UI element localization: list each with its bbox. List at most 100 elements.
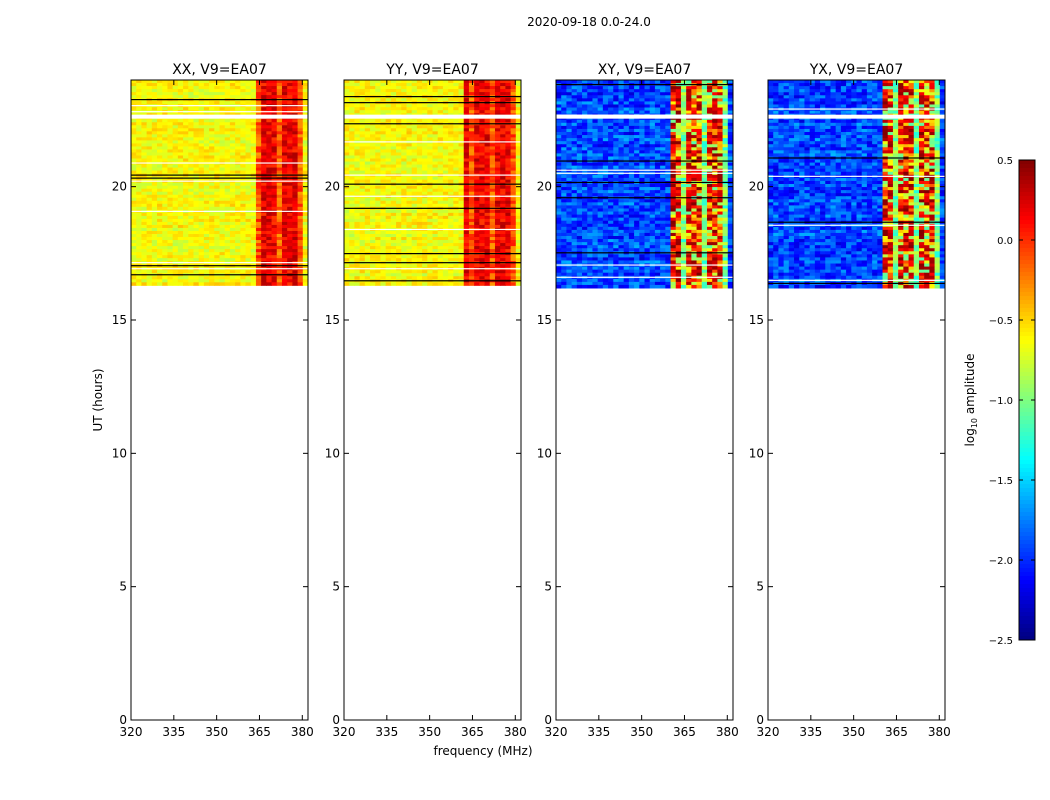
colorbar-segment [1019, 256, 1035, 261]
y-tick-label: 5 [119, 580, 127, 594]
colorbar-segment [1019, 564, 1035, 569]
colorbar-segment [1019, 172, 1035, 177]
y-tick-label: 5 [756, 580, 764, 594]
x-tick-label: 320 [333, 725, 356, 739]
panel-2: 320 335 350 365 380 0 5 10 15 20 XY, V9=EA07 [537, 62, 739, 739]
colorbar-segment [1019, 348, 1035, 353]
colorbar-segment [1019, 376, 1035, 381]
colorbar-segment [1019, 504, 1035, 509]
y-tick-label: 10 [537, 446, 552, 460]
colorbar-segment [1019, 556, 1035, 561]
panel-title: YY, V9=EA07 [385, 62, 478, 78]
y-tick-label: 10 [749, 446, 764, 460]
colorbar-segment [1019, 544, 1035, 549]
colorbar-tick-label: 0.0 [997, 236, 1013, 247]
colorbar-segment [1019, 340, 1035, 345]
colorbar: 0.5 0.0 −0.5 −1.0 −1.5 −2.0 −2.5 log10 amplitud… [963, 156, 1036, 647]
axes-frame [130, 79, 309, 721]
colorbar-segment [1019, 432, 1035, 437]
x-tick-label: 380 [291, 725, 314, 739]
colorbar-tick-label: −1.5 [989, 476, 1013, 487]
colorbar-segment [1019, 244, 1035, 249]
colorbar-segment [1019, 276, 1035, 281]
data-gap [131, 114, 308, 119]
colorbar-segment [1019, 548, 1035, 553]
colorbar-segment [1019, 628, 1035, 633]
colorbar-segment [1019, 424, 1035, 429]
colorbar-segment [1019, 420, 1035, 425]
y-tick-label: 20 [749, 180, 764, 194]
colorbar-segment [1019, 476, 1035, 481]
x-tick-label: 335 [587, 725, 610, 739]
x-tick-label: 350 [418, 725, 441, 739]
colorbar-segment [1019, 604, 1035, 609]
y-tick-label: 15 [112, 313, 127, 327]
x-tick-label: 380 [928, 725, 951, 739]
x-tick-label: 320 [120, 725, 143, 739]
colorbar-segment [1019, 612, 1035, 617]
colorbar-segment [1019, 528, 1035, 533]
data-gap [768, 114, 945, 119]
y-tick-label: 15 [325, 313, 340, 327]
colorbar-segment [1019, 188, 1035, 193]
colorbar-segment [1019, 248, 1035, 253]
x-tick-label: 365 [885, 725, 908, 739]
panel-1: 320 335 350 365 380 0 5 10 15 20 YY, V9=EA07 [325, 62, 527, 739]
colorbar-segment [1019, 352, 1035, 357]
colorbar-segment [1019, 192, 1035, 197]
colorbar-segment [1019, 568, 1035, 573]
colorbar-segment [1019, 520, 1035, 525]
colorbar-tick-label: −2.5 [989, 636, 1013, 647]
colorbar-segment [1019, 316, 1035, 321]
colorbar-segment [1019, 392, 1035, 397]
colorbar-segment [1019, 208, 1035, 213]
heatmap [556, 80, 734, 289]
colorbar-segment [1019, 636, 1035, 641]
colorbar-segment [1019, 496, 1035, 501]
colorbar-segment [1019, 364, 1035, 369]
colorbar-segment [1019, 532, 1035, 537]
x-tick-label: 335 [162, 725, 185, 739]
colorbar-segment [1019, 492, 1035, 497]
colorbar-segment [1019, 412, 1035, 417]
colorbar-segment [1019, 456, 1035, 461]
colorbar-segment [1019, 536, 1035, 541]
colorbar-segment [1019, 448, 1035, 453]
panel-title: XY, V9=EA07 [598, 62, 692, 78]
colorbar-segment [1019, 368, 1035, 373]
colorbar-segment [1019, 632, 1035, 637]
x-tick-label: 335 [375, 725, 398, 739]
colorbar-segment [1019, 588, 1035, 593]
colorbar-segment [1019, 240, 1035, 245]
colorbar-segment [1019, 592, 1035, 597]
colorbar-segment [1019, 220, 1035, 225]
y-tick-label: 10 [325, 446, 340, 460]
colorbar-segment [1019, 428, 1035, 433]
colorbar-segment [1019, 300, 1035, 305]
colorbar-segment [1019, 224, 1035, 229]
colorbar-segment [1019, 580, 1035, 585]
x-tick-label: 365 [673, 725, 696, 739]
colorbar-segment [1019, 460, 1035, 465]
colorbar-segment [1019, 280, 1035, 285]
axes-frame [767, 79, 946, 721]
colorbar-segment [1019, 540, 1035, 545]
colorbar-segment [1019, 212, 1035, 217]
axes-frame [555, 79, 734, 721]
colorbar-tick-label: 0.5 [997, 156, 1013, 167]
colorbar-segment [1019, 360, 1035, 365]
colorbar-segment [1019, 260, 1035, 265]
colorbar-segment [1019, 384, 1035, 389]
x-tick-label: 350 [630, 725, 653, 739]
colorbar-segment [1019, 560, 1035, 565]
y-tick-label: 0 [119, 713, 127, 727]
y-tick-label: 0 [756, 713, 764, 727]
colorbar-segment [1019, 400, 1035, 405]
colorbar-segment [1019, 416, 1035, 421]
colorbar-segment [1019, 620, 1035, 625]
colorbar-segment [1019, 168, 1035, 173]
colorbar-segment [1019, 516, 1035, 521]
colorbar-segment [1019, 464, 1035, 469]
colorbar-segment [1019, 312, 1035, 317]
colorbar-segment [1019, 608, 1035, 613]
